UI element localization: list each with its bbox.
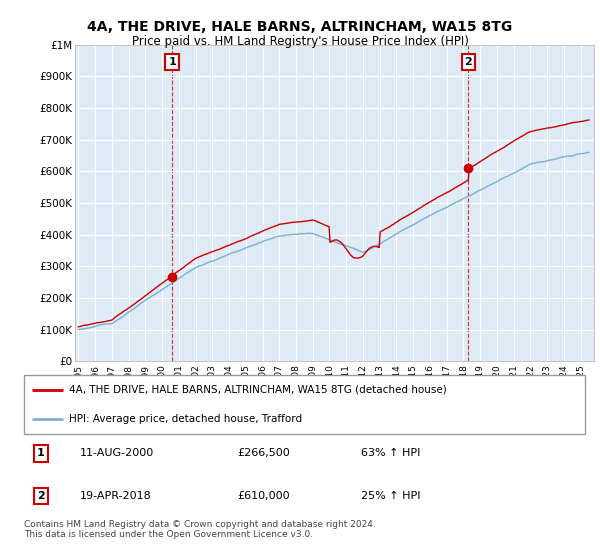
Text: 2: 2 [37, 491, 45, 501]
Text: £266,500: £266,500 [237, 449, 290, 459]
Text: HPI: Average price, detached house, Trafford: HPI: Average price, detached house, Traf… [69, 414, 302, 424]
Text: Price paid vs. HM Land Registry's House Price Index (HPI): Price paid vs. HM Land Registry's House … [131, 35, 469, 48]
Text: 63% ↑ HPI: 63% ↑ HPI [361, 449, 420, 459]
Text: £610,000: £610,000 [237, 491, 290, 501]
Text: 1: 1 [37, 449, 45, 459]
Text: 4A, THE DRIVE, HALE BARNS, ALTRINCHAM, WA15 8TG (detached house): 4A, THE DRIVE, HALE BARNS, ALTRINCHAM, W… [69, 385, 446, 395]
Text: Contains HM Land Registry data © Crown copyright and database right 2024.
This d: Contains HM Land Registry data © Crown c… [24, 520, 376, 539]
FancyBboxPatch shape [24, 375, 585, 434]
Text: 19-APR-2018: 19-APR-2018 [80, 491, 152, 501]
Text: 4A, THE DRIVE, HALE BARNS, ALTRINCHAM, WA15 8TG: 4A, THE DRIVE, HALE BARNS, ALTRINCHAM, W… [88, 20, 512, 34]
Text: 25% ↑ HPI: 25% ↑ HPI [361, 491, 420, 501]
Text: 1: 1 [168, 57, 176, 67]
Text: 2: 2 [464, 57, 472, 67]
Text: 11-AUG-2000: 11-AUG-2000 [80, 449, 154, 459]
